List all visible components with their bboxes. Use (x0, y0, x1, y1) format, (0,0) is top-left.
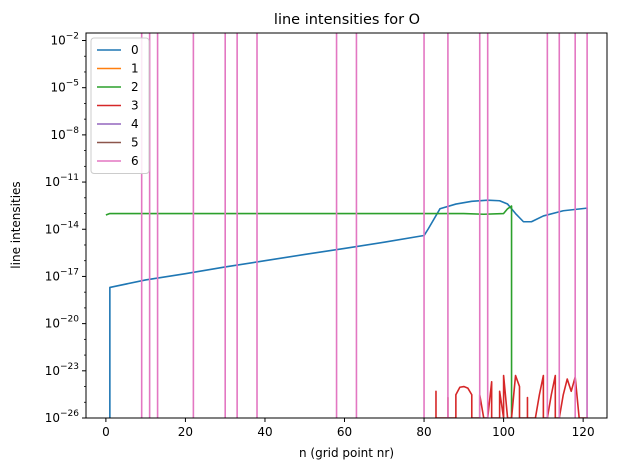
legend-label-0: 0 (131, 43, 139, 57)
series-layer (105, 33, 588, 418)
y-axis-ticks: 10−26 10−23 10−20 10−17 10−14 10−11 10−8 10−5 10… (45, 32, 86, 425)
x-tick-label: 20 (178, 425, 193, 439)
legend-label-6: 6 (131, 154, 139, 168)
legend-label-5: 5 (131, 136, 139, 150)
axes-frame (85, 32, 608, 419)
y-tick-label: 10−20 (45, 315, 80, 331)
series-6-spikes (140, 33, 588, 418)
x-axis-label: n (grid point nr) (299, 446, 394, 460)
series-2-line (105, 205, 513, 418)
y-tick-label: 10−14 (45, 220, 80, 236)
x-tick-label: 80 (416, 425, 431, 439)
legend-label-1: 1 (131, 62, 139, 76)
x-tick-label: 60 (337, 425, 352, 439)
x-tick-label: 0 (102, 425, 110, 439)
x-axis-ticks: 0 20 40 60 80 100 120 (102, 418, 595, 439)
legend: 0 1 2 3 4 5 6 (90, 37, 150, 174)
legend-label-4: 4 (131, 117, 139, 131)
x-tick-label: 40 (257, 425, 272, 439)
y-tick-label: 10−8 (50, 126, 79, 142)
y-tick-label: 10−17 (45, 267, 79, 283)
x-tick-label: 120 (572, 425, 595, 439)
y-tick-label: 10−11 (45, 173, 79, 189)
y-tick-label: 10−2 (50, 32, 79, 48)
legend-label-2: 2 (131, 80, 139, 94)
legend-label-3: 3 (131, 99, 139, 113)
series-3-line (435, 374, 588, 418)
series-0-line (109, 199, 588, 418)
y-tick-label: 10−23 (45, 362, 79, 378)
y-tick-label: 10−26 (45, 409, 80, 425)
y-tick-label: 10−5 (50, 79, 79, 95)
y-axis-label: line intensities (9, 181, 23, 268)
chart-title: line intensities for O (274, 12, 420, 28)
x-tick-label: 100 (492, 425, 515, 439)
